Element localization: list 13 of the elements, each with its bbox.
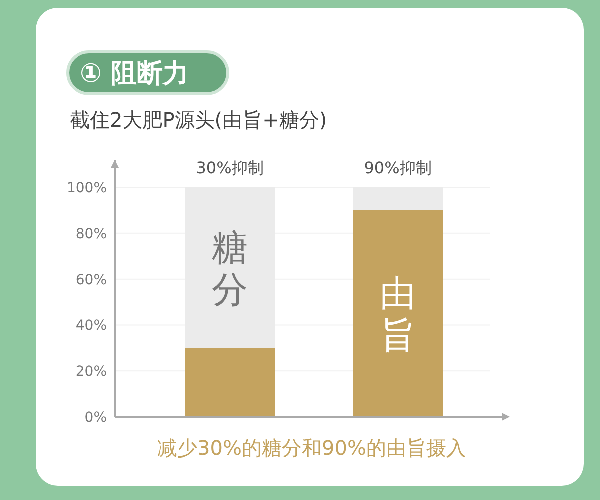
y-tick-label: 0% (84, 410, 107, 426)
y-tick-label: 60% (76, 272, 107, 288)
annotation: 90%抑制 (364, 158, 432, 178)
annotation: 30%抑制 (196, 158, 264, 178)
y-tick-label: 80% (76, 226, 107, 242)
y-tick-label: 100% (66, 180, 107, 197)
text: 减少30%的糖分和90%的由旨摄入 (158, 436, 466, 460)
x-tick-label: 由旨 (380, 274, 416, 357)
y-tick-label: 40% (76, 318, 107, 334)
x-tick-label: 糖分 (212, 228, 248, 311)
y-tick-label: 20% (76, 364, 107, 380)
chart-title: ① 阻断力 (80, 59, 190, 89)
chart-subtitle: 截住2大肥P源头(由旨+糖分) (70, 108, 328, 132)
